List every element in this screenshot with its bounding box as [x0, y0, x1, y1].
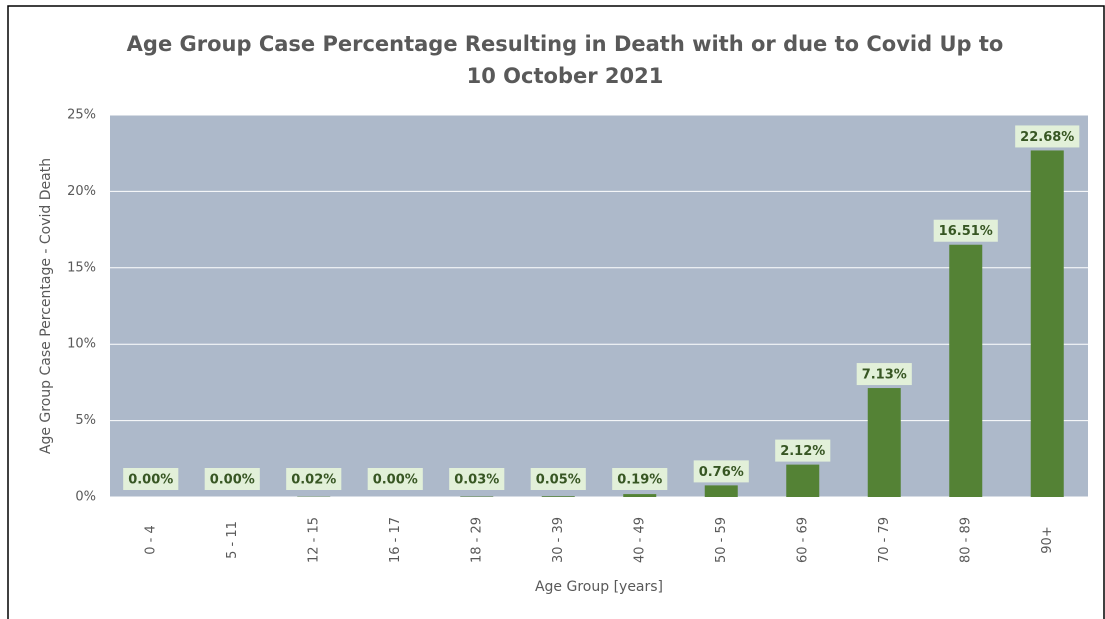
y-tick-label: 25% [67, 108, 96, 123]
x-tick-label: 80 - 89 [958, 517, 973, 563]
chart-title: Age Group Case Percentage Resulting in D… [127, 32, 1004, 56]
data-label: 16.51% [939, 224, 993, 239]
data-label: 7.13% [862, 368, 907, 383]
chart-frame [7, 5, 1105, 619]
data-label-box [856, 363, 912, 386]
data-label-box [530, 468, 586, 490]
x-tick-label: 70 - 79 [877, 517, 892, 563]
data-label: 0.02% [291, 473, 336, 488]
x-tick-label: 30 - 39 [551, 517, 566, 563]
data-label: 22.68% [1020, 130, 1074, 145]
bar [704, 485, 738, 497]
data-label: 0.00% [128, 473, 173, 488]
data-label: 0.03% [454, 473, 499, 488]
x-tick-label: 90+ [1040, 526, 1055, 553]
data-label-box [449, 468, 505, 490]
data-label: 0.00% [210, 473, 255, 488]
y-axis-label: Age Group Case Percentage - Covid Death [38, 158, 54, 454]
data-label-box [367, 468, 423, 490]
bar [867, 388, 901, 497]
data-label: 0.05% [536, 473, 581, 488]
data-label: 0.00% [373, 473, 418, 488]
y-tick-label: 20% [67, 184, 96, 199]
data-label-box [286, 468, 342, 490]
data-label-box [693, 460, 749, 483]
x-tick-label: 5 - 11 [225, 521, 240, 559]
bar [949, 244, 983, 497]
bar [623, 494, 657, 497]
x-tick-label: 12 - 15 [306, 517, 321, 563]
data-label-box [933, 219, 998, 242]
bar [1030, 150, 1064, 498]
plot-area [110, 115, 1088, 497]
x-tick-label: 50 - 59 [714, 517, 729, 563]
x-tick-label: 0 - 4 [143, 525, 158, 555]
x-tick-label: 16 - 17 [388, 517, 403, 563]
data-label-box [612, 468, 668, 490]
y-tick-label: 10% [67, 337, 96, 352]
bar [786, 464, 820, 497]
data-label-box [123, 468, 179, 490]
y-tick-label: 15% [67, 260, 96, 275]
data-label-box [1015, 125, 1080, 148]
x-tick-label: 60 - 69 [795, 517, 810, 563]
bar [541, 496, 575, 497]
y-tick-label: 5% [75, 413, 96, 428]
data-label: 2.12% [780, 444, 825, 459]
x-tick-label: 40 - 49 [632, 517, 647, 563]
data-label-box [775, 439, 831, 462]
x-tick-label: 18 - 29 [469, 517, 484, 563]
data-label: 0.76% [699, 465, 744, 480]
chart-subtitle: 10 October 2021 [467, 64, 664, 88]
y-tick-label: 0% [75, 490, 96, 505]
data-label-box [204, 468, 260, 490]
data-label: 0.19% [617, 473, 662, 488]
x-axis-label: Age Group [years] [535, 579, 663, 595]
